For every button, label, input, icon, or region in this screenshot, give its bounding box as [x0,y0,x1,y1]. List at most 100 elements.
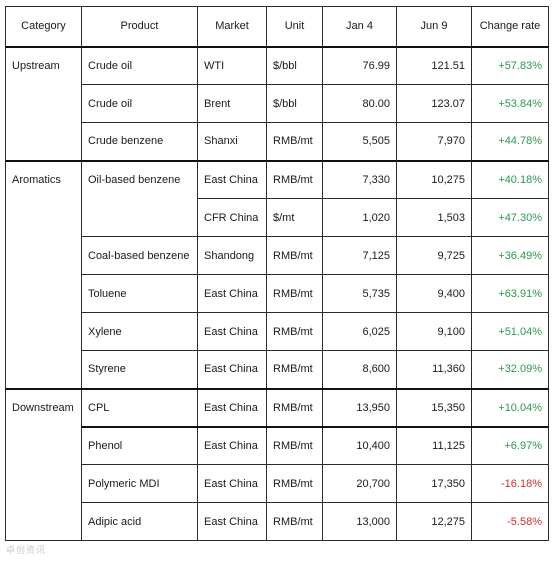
market-cell: East China [197,159,267,199]
jan4-cell: 7,330 [322,159,397,199]
jun9-cell: 123.07 [396,84,472,123]
product-cell: Crude oil [81,84,198,123]
product-cell: Polymeric MDI [81,464,198,503]
market-cell: CFR China [197,198,267,237]
jan4-cell: 13,950 [322,387,397,427]
product-cell: CPL [81,387,198,427]
header-change-rate: Change rate [471,6,549,47]
jun9-cell: 17,350 [396,464,472,503]
table-row: Xylene East China RMB/mt 6,025 9,100 +51… [6,312,549,351]
jun9-cell: 9,725 [396,236,472,275]
jan4-cell: 6,025 [322,312,397,351]
product-cell: Toluene [81,274,198,313]
jan4-cell: 10,400 [322,425,397,465]
market-cell: Brent [197,84,267,123]
jan4-cell: 13,000 [322,502,397,541]
market-cell: Shanxi [197,122,267,161]
table-row: Crude oil Brent $/bbl 80.00 123.07 +53.8… [6,84,549,123]
market-cell: East China [197,274,267,313]
jan4-cell: 20,700 [322,464,397,503]
price-change-table: Category Product Market Unit Jan 4 Jun 9… [5,6,549,541]
table-row: Polymeric MDI East China RMB/mt 20,700 1… [6,464,549,503]
jun9-cell: 11,125 [396,425,472,465]
product-cell: Adipic acid [81,502,198,541]
table-row: Phenol East China RMB/mt 10,400 11,125 +… [6,425,549,465]
unit-cell: $/bbl [266,84,323,123]
change-rate-cell: +57.83% [471,45,549,85]
table-row: Adipic acid East China RMB/mt 13,000 12,… [6,502,549,541]
market-cell: East China [197,350,267,389]
change-rate-cell: -5.58% [471,502,549,541]
change-rate-cell: +63.91% [471,274,549,313]
jan4-cell: 80.00 [322,84,397,123]
jun9-cell: 7,970 [396,122,472,161]
unit-cell: RMB/mt [266,502,323,541]
market-cell: East China [197,502,267,541]
jan4-cell: 8,600 [322,350,397,389]
unit-cell: $/bbl [266,45,323,85]
product-cell: Phenol [81,425,198,465]
unit-cell: $/mt [266,198,323,237]
jun9-cell: 9,400 [396,274,472,313]
product-cell: Crude oil [81,45,198,85]
table-row: Coal-based benzene Shandong RMB/mt 7,125… [6,236,549,275]
category-cell: Aromatics [5,159,82,389]
unit-cell: RMB/mt [266,159,323,199]
product-cell: Styrene [81,350,198,389]
jan4-cell: 5,505 [322,122,397,161]
jun9-cell: 1,503 [396,198,472,237]
watermark: 卓创资讯 [6,545,47,555]
market-cell: WTI [197,45,267,85]
header-product: Product [81,6,198,47]
table-row: Crude benzene Shanxi RMB/mt 5,505 7,970 … [6,122,549,161]
header-jun9: Jun 9 [396,6,472,47]
unit-cell: RMB/mt [266,274,323,313]
jun9-cell: 11,360 [396,350,472,389]
market-cell: East China [197,425,267,465]
change-rate-cell: +51.04% [471,312,549,351]
category-cell: Upstream [5,45,82,161]
jun9-cell: 10,275 [396,159,472,199]
jan4-cell: 76.99 [322,45,397,85]
jun9-cell: 15,350 [396,387,472,427]
jan4-cell: 5,735 [322,274,397,313]
market-cell: East China [197,312,267,351]
product-cell: Coal-based benzene [81,236,198,275]
change-rate-cell: +44.78% [471,122,549,161]
header-row: Category Product Market Unit Jan 4 Jun 9… [5,6,549,47]
table-row: Toluene East China RMB/mt 5,735 9,400 +6… [6,274,549,313]
market-cell: Shandong [197,236,267,275]
change-rate-cell: +10.04% [471,387,549,427]
jun9-cell: 12,275 [396,502,472,541]
header-market: Market [197,6,267,47]
change-rate-cell: +47.30% [471,198,549,237]
table-row: Upstream Crude oil WTI $/bbl 76.99 121.5… [5,45,549,161]
jan4-cell: 1,020 [322,198,397,237]
product-cell: Oil-based benzene [81,159,198,237]
change-rate-cell: -16.18% [471,464,549,503]
jun9-cell: 9,100 [396,312,472,351]
product-cell: Crude benzene [81,122,198,161]
product-cell: Xylene [81,312,198,351]
unit-cell: RMB/mt [266,387,323,427]
jan4-cell: 7,125 [322,236,397,275]
change-rate-cell: +53.84% [471,84,549,123]
header-unit: Unit [266,6,323,47]
change-rate-cell: +32.09% [471,350,549,389]
header-category: Category [5,6,82,47]
unit-cell: RMB/mt [266,122,323,161]
table-row: Aromatics Oil-based benzene East China R… [5,159,549,389]
table-row: Styrene East China RMB/mt 8,600 11,360 +… [6,350,549,389]
market-cell: East China [197,387,267,427]
unit-cell: RMB/mt [266,425,323,465]
market-cell: East China [197,464,267,503]
jun9-cell: 121.51 [396,45,472,85]
table-row: CFR China $/mt 1,020 1,503 +47.30% [6,198,549,237]
change-rate-cell: +40.18% [471,159,549,199]
change-rate-cell: +6.97% [471,425,549,465]
unit-cell: RMB/mt [266,464,323,503]
category-cell: Downstream [5,387,82,541]
header-jan4: Jan 4 [322,6,397,47]
unit-cell: RMB/mt [266,236,323,275]
unit-cell: RMB/mt [266,350,323,389]
